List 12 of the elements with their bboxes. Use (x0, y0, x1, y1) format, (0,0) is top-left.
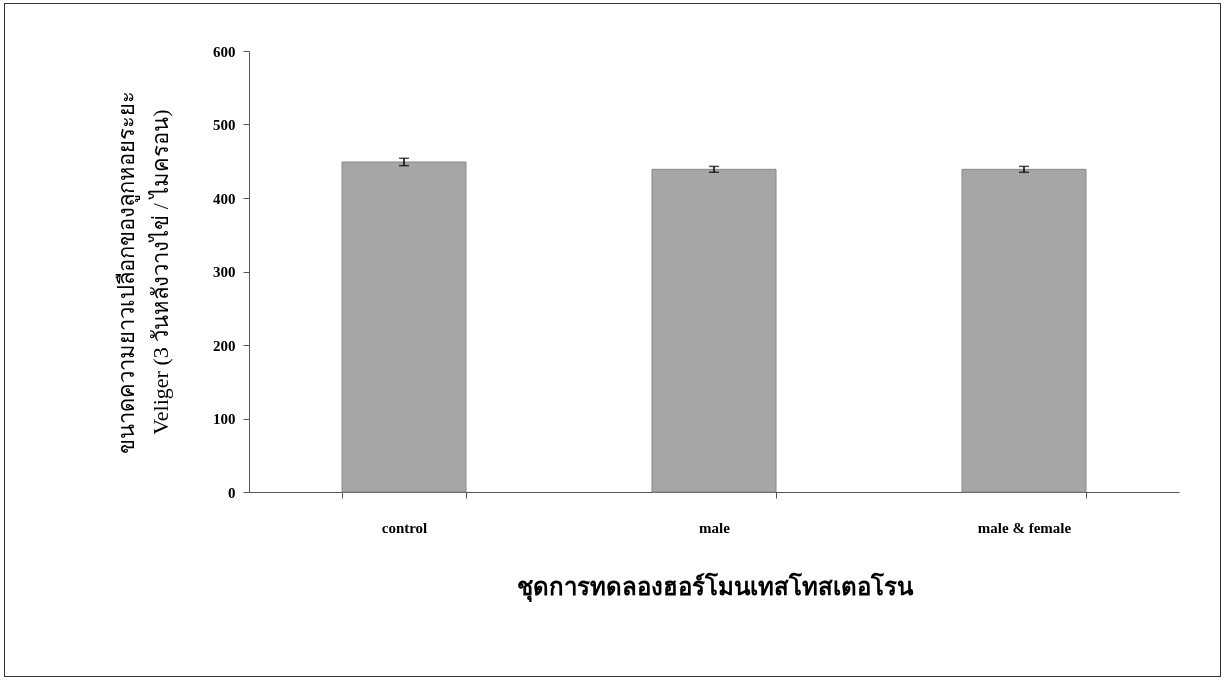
y-tick-label: 0 (228, 484, 236, 501)
x-tick-label: control (381, 519, 428, 536)
y-tick-label: 400 (213, 190, 236, 207)
x-tick-label: male (699, 519, 731, 536)
y-tick-label: 600 (213, 43, 236, 60)
y-tick-label: 200 (213, 337, 236, 354)
y-tick-label: 500 (213, 117, 236, 133)
y-tick-label: 300 (213, 264, 236, 280)
y-axis-title: ขนาดความยาวเปลือกของลูกหอยระยะ Veliger (3 วันหลังวางไข่ / ไมครอน) (114, 90, 173, 454)
x-axis-title: ชุดการทดลองฮอร์โมนเทสโทสเตอโรน (516, 571, 914, 603)
y-tick-label: 100 (213, 411, 236, 427)
x-tick-label: male & female (977, 519, 1072, 536)
